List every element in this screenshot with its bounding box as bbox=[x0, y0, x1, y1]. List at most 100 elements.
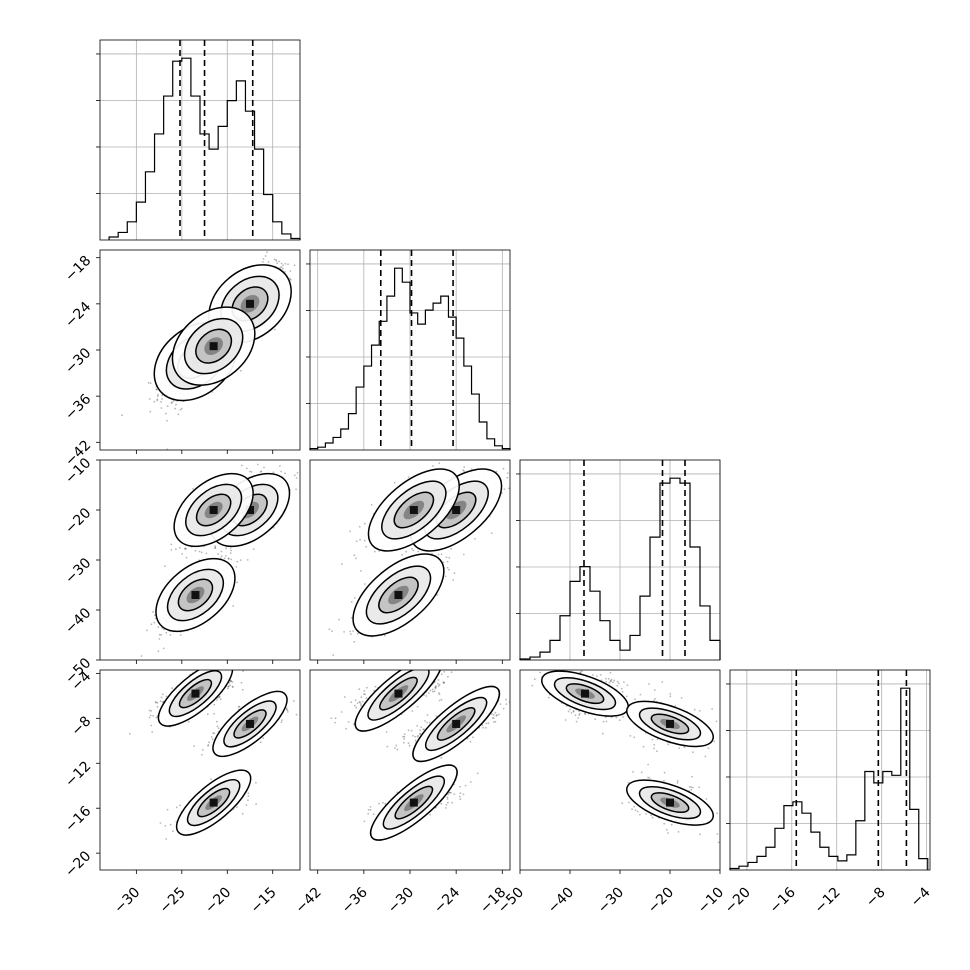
sample-point bbox=[302, 262, 304, 264]
density-peak bbox=[246, 506, 254, 514]
sample-point bbox=[175, 806, 178, 809]
sample-point bbox=[201, 748, 204, 751]
sample-point bbox=[187, 720, 190, 723]
hist-panel-1 bbox=[306, 249, 511, 451]
sample-point bbox=[285, 708, 288, 711]
panel-content bbox=[330, 664, 510, 841]
sample-point bbox=[444, 664, 446, 666]
sample-point bbox=[432, 690, 434, 693]
sample-point bbox=[179, 804, 181, 807]
sample-point bbox=[149, 714, 152, 717]
sample-point bbox=[293, 474, 296, 477]
sample-point bbox=[440, 673, 443, 676]
sample-point bbox=[437, 553, 440, 556]
sample-point bbox=[214, 545, 217, 548]
sample-point bbox=[158, 633, 161, 636]
sample-point bbox=[412, 549, 415, 552]
sample-point bbox=[174, 407, 177, 410]
sample-point bbox=[184, 547, 187, 550]
density-peak bbox=[209, 506, 218, 514]
sample-point bbox=[262, 737, 265, 740]
sample-point bbox=[246, 467, 248, 470]
sample-point bbox=[328, 628, 331, 631]
panel-frame bbox=[729, 669, 931, 871]
sample-point bbox=[179, 408, 182, 411]
sample-point bbox=[263, 466, 265, 469]
sample-point bbox=[230, 549, 233, 552]
sample-point bbox=[438, 699, 441, 702]
sample-point bbox=[152, 611, 154, 613]
sample-point bbox=[448, 556, 451, 559]
sample-point bbox=[332, 654, 335, 656]
sample-point bbox=[419, 666, 421, 668]
sample-point bbox=[242, 670, 245, 672]
sample-point bbox=[227, 685, 230, 688]
sample-point bbox=[474, 538, 476, 540]
sample-point bbox=[334, 721, 336, 724]
sample-point bbox=[440, 553, 443, 556]
sample-point bbox=[245, 804, 248, 806]
sample-point bbox=[445, 556, 448, 559]
sample-point bbox=[212, 732, 215, 735]
sample-point bbox=[355, 540, 358, 543]
sample-point bbox=[296, 472, 299, 474]
sample-point bbox=[201, 753, 203, 756]
sample-point bbox=[170, 549, 173, 551]
sample-point bbox=[353, 554, 356, 557]
sample-point bbox=[257, 463, 259, 466]
sample-point bbox=[239, 559, 242, 561]
sample-point bbox=[286, 709, 289, 711]
sample-point bbox=[350, 701, 353, 704]
sample-point bbox=[217, 553, 220, 555]
sample-point bbox=[462, 469, 464, 471]
sample-point bbox=[264, 255, 267, 257]
sample-point bbox=[364, 693, 366, 696]
sample-point bbox=[373, 550, 376, 553]
sample-point bbox=[281, 719, 283, 722]
sample-point bbox=[166, 419, 168, 422]
sample-point bbox=[214, 547, 217, 549]
sample-point bbox=[150, 724, 153, 727]
sample-point bbox=[214, 546, 217, 549]
scatter-panel-2-1 bbox=[309, 459, 511, 664]
sample-point bbox=[463, 466, 466, 468]
sample-point bbox=[355, 706, 358, 709]
sample-point bbox=[282, 267, 284, 270]
sample-point bbox=[286, 248, 288, 250]
panel-content bbox=[128, 666, 298, 840]
sample-point bbox=[295, 713, 298, 716]
sample-point bbox=[411, 710, 414, 712]
sample-point bbox=[289, 270, 292, 272]
sample-point bbox=[250, 666, 252, 668]
sample-point bbox=[276, 262, 279, 265]
sample-point bbox=[444, 668, 446, 670]
sample-point bbox=[165, 631, 168, 634]
sample-point bbox=[411, 547, 413, 550]
sample-point bbox=[273, 258, 276, 261]
sample-point bbox=[216, 725, 219, 728]
sample-point bbox=[503, 488, 506, 490]
sample-point bbox=[215, 720, 218, 723]
sample-point bbox=[434, 686, 436, 689]
sample-point bbox=[156, 701, 159, 704]
density-peak bbox=[394, 591, 403, 599]
histogram-series bbox=[729, 687, 929, 870]
sample-point bbox=[162, 701, 164, 703]
sample-point bbox=[164, 825, 167, 827]
sample-point bbox=[360, 570, 362, 572]
sample-point bbox=[148, 716, 151, 719]
sample-point bbox=[370, 504, 373, 506]
scatter-panel-1-0 bbox=[96, 248, 304, 454]
sample-point bbox=[356, 632, 359, 635]
sample-point bbox=[446, 560, 449, 563]
sample-point bbox=[205, 552, 208, 555]
sample-point bbox=[165, 838, 168, 840]
sample-point bbox=[160, 400, 163, 403]
sample-point bbox=[435, 686, 437, 688]
sample-point bbox=[161, 398, 163, 400]
sample-point bbox=[262, 261, 264, 263]
sample-point bbox=[220, 668, 222, 670]
sample-point bbox=[155, 701, 158, 704]
sample-point bbox=[171, 401, 174, 404]
sample-point bbox=[361, 700, 364, 703]
